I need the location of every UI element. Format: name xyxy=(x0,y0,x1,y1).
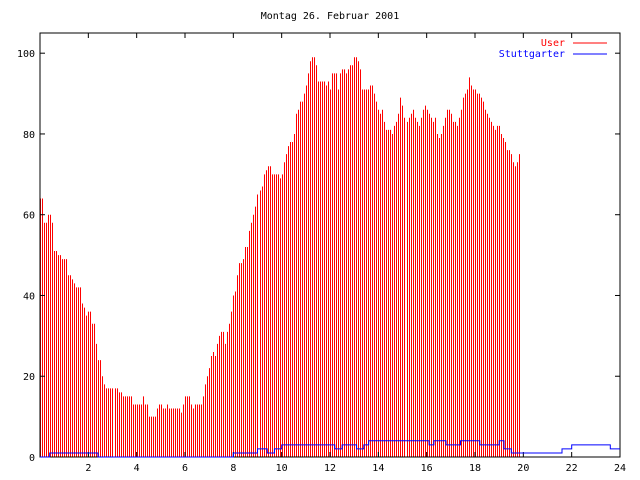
y-tick-label: 40 xyxy=(23,291,35,302)
x-tick-label: 6 xyxy=(182,463,188,474)
x-tick-label: 10 xyxy=(276,463,288,474)
y-tick-label: 80 xyxy=(23,130,35,141)
y-tick-label: 100 xyxy=(17,49,35,60)
x-tick-label: 16 xyxy=(421,463,433,474)
y-tick-label: 60 xyxy=(23,211,35,222)
y-tick-label: 20 xyxy=(23,372,35,383)
x-tick-label: 20 xyxy=(517,463,529,474)
x-tick-label: 4 xyxy=(134,463,140,474)
user-bars xyxy=(40,57,520,457)
x-tick-label: 2 xyxy=(85,463,91,474)
stuttgarter-series xyxy=(40,440,620,458)
x-tick-label: 8 xyxy=(230,463,236,474)
legend-label: Stuttgarter xyxy=(499,49,565,60)
y-tick-label: 0 xyxy=(29,453,35,464)
x-tick-label: 22 xyxy=(566,463,578,474)
legend-label: User xyxy=(541,38,565,49)
chart-title: Montag 26. Februar 2001 xyxy=(261,11,399,22)
x-tick-label: 18 xyxy=(469,463,481,474)
x-tick-label: 24 xyxy=(614,463,626,474)
x-tick-label: 12 xyxy=(324,463,336,474)
stuttgarter-line xyxy=(40,440,620,458)
x-tick-label: 14 xyxy=(372,463,384,474)
